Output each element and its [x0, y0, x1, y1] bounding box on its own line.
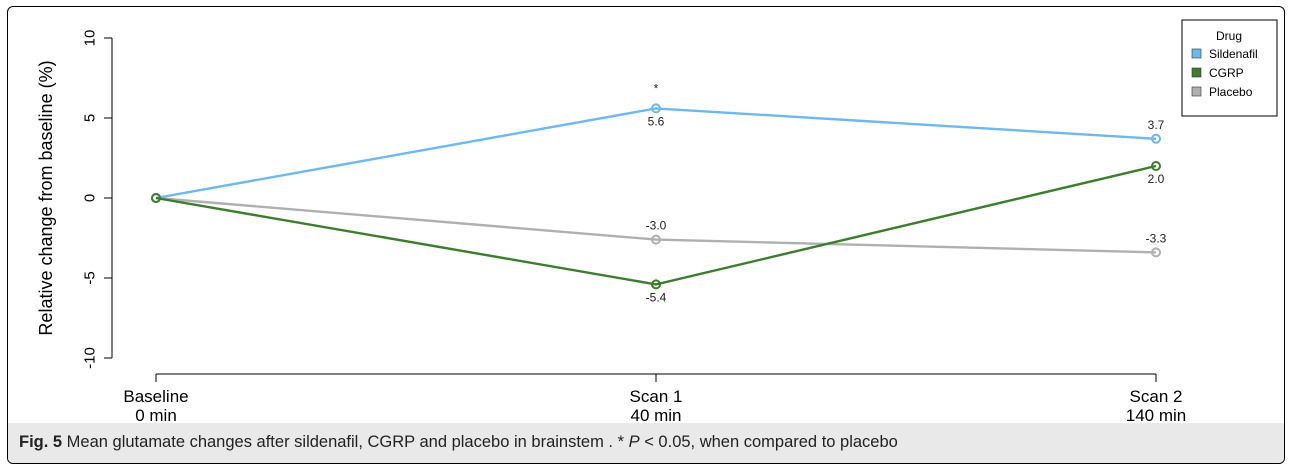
data-label-cgrp: -5.4 [646, 290, 667, 304]
data-label-sildenafil: 3.7 [1148, 118, 1165, 132]
x-tick-sublabel: 0 min [135, 406, 177, 425]
data-point-sildenafil [651, 103, 661, 114]
data-label-sildenafil: 5.6 [648, 114, 665, 128]
data-label-layer: -3.0 -3.3 5.6 3.7 -5.4 2.0 * [646, 81, 1167, 304]
legend: Drug Sildenafil CGRP Placebo [1181, 19, 1278, 117]
x-tick-sublabel: 140 min [1126, 406, 1186, 425]
caption-text-2: < 0.05, when compared to placebo [639, 433, 898, 451]
data-point-cgrp [151, 193, 161, 203]
y-tick-label: -10 [82, 347, 99, 369]
legend-swatch-placebo [1191, 86, 1202, 97]
caption-bar: Fig. 5 Mean glutamate changes after sild… [8, 423, 1284, 463]
significance-annotation: * [654, 81, 659, 95]
legend-swatch-sildenafil [1191, 48, 1202, 59]
y-tick-label: 0 [82, 194, 99, 202]
y-tick-label: -5 [82, 271, 99, 284]
data-point-placebo [651, 234, 661, 245]
p-symbol: P [628, 433, 640, 451]
x-tick-label: Baseline [123, 387, 188, 406]
caption-text-1: Mean glutamate changes after sildenafil,… [62, 433, 629, 451]
data-label-placebo: -3.0 [646, 219, 667, 233]
figure-caption: Fig. 5 Mean glutamate changes after sild… [19, 433, 898, 452]
y-axis-label: Relative change from baseline (%) [36, 60, 56, 335]
legend-entry-cgrp: CGRP [1209, 66, 1244, 80]
data-point-placebo [1151, 247, 1161, 258]
series-cgrp [151, 161, 1161, 290]
y-tick-label: 10 [82, 30, 99, 47]
legend-title: Drug [1216, 29, 1242, 43]
legend-entry-sildenafil: Sildenafil [1209, 47, 1258, 61]
data-label-cgrp: 2.0 [1148, 172, 1165, 186]
series-line-placebo [155, 196, 1157, 254]
x-tick-label: Scan 1 [630, 387, 683, 406]
figure-number: Fig. 5 [19, 433, 63, 451]
data-point-cgrp [1151, 161, 1161, 171]
x-tick-sublabel: 40 min [630, 406, 681, 425]
series-layer [151, 103, 1161, 290]
data-label-placebo: -3.3 [1146, 231, 1167, 245]
figure-frame: -10 -5 0 5 10 Baseline 0 min Scan 1 40 min Scan … [7, 6, 1285, 464]
data-point-sildenafil [1151, 133, 1161, 144]
series-line-cgrp [155, 164, 1157, 286]
legend-swatch-cgrp [1191, 67, 1202, 78]
y-tick-label: 5 [82, 114, 99, 122]
y-axis: -10 -5 0 5 10 [82, 30, 113, 369]
x-tick-label: Scan 2 [1130, 387, 1183, 406]
series-line-sildenafil [155, 107, 1157, 200]
data-point-cgrp [651, 279, 661, 290]
legend-entry-placebo: Placebo [1209, 85, 1253, 99]
